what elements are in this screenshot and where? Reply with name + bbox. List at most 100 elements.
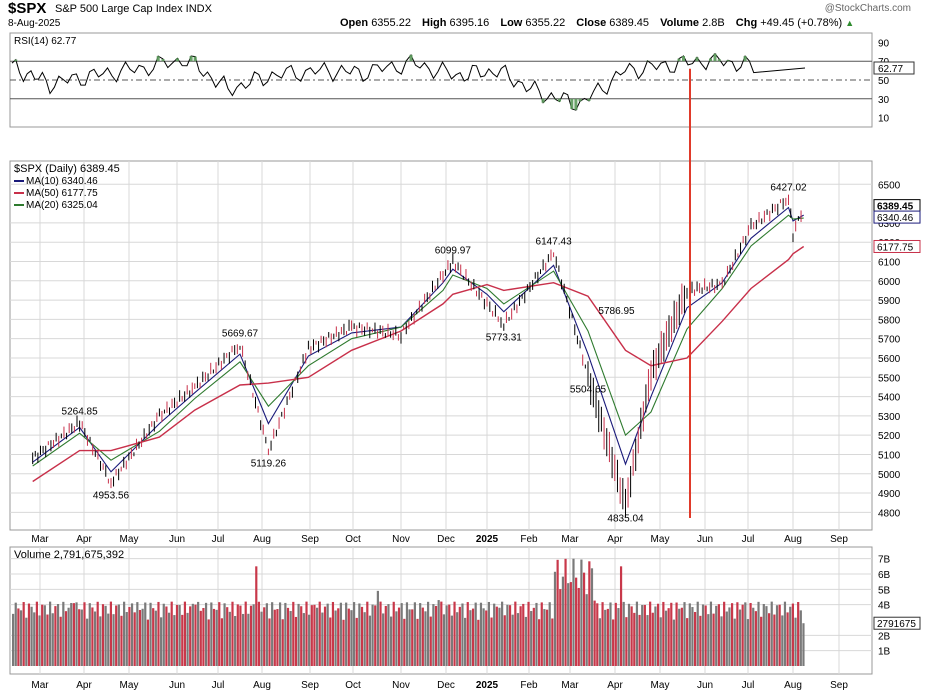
volume-bar (760, 616, 763, 666)
volume-bar (323, 606, 327, 666)
volume-bar (329, 617, 332, 666)
volume-bar (699, 615, 702, 666)
chart-date: 8-Aug-2025 (8, 18, 61, 29)
volume-bar (25, 617, 28, 666)
volume-bar (704, 605, 707, 666)
volume-bar (789, 606, 792, 666)
volume-bar (553, 571, 557, 666)
volume-bar (239, 605, 242, 666)
volume-bar (167, 612, 171, 666)
volume-bar (22, 602, 25, 666)
rsi-extreme-fill (677, 58, 681, 62)
volume-bar (783, 601, 787, 666)
volume-bar (701, 604, 705, 666)
vol-tick-label: 4B (878, 601, 891, 612)
price-tick-label: 4900 (878, 489, 901, 500)
vol-tick-label: 2B (878, 631, 891, 642)
volume-bar (622, 601, 625, 666)
price-annotation: 6099.97 (435, 245, 472, 256)
rsi-extreme-fill (156, 56, 160, 62)
panel-frame-2 (9, 546, 873, 675)
volume-bar (707, 614, 710, 666)
volume-bar (477, 619, 480, 666)
price-month-label: Sep (301, 534, 319, 545)
volume-bar (83, 602, 86, 666)
rsi-extreme-fill (587, 98, 591, 101)
volume-bar (464, 617, 467, 666)
ma-line-MA10 (32, 206, 804, 473)
volume-value: 2.8B (702, 17, 725, 29)
volume-bar (572, 558, 575, 666)
volume-bar (408, 609, 411, 666)
volume-bar (448, 604, 451, 666)
volume-bar (226, 607, 229, 666)
volume-bar (765, 606, 768, 666)
volume-bar (506, 604, 509, 666)
volume-bar (432, 604, 435, 666)
price-badge-1 (873, 210, 921, 224)
rsi-tick-label: 90 (878, 38, 890, 49)
low-label: Low (500, 17, 523, 29)
volume-month-label: Jun (169, 680, 185, 691)
volume-bar (70, 602, 73, 666)
volume-bar (479, 602, 483, 666)
volume-bar (352, 602, 356, 666)
price-tick-label: 5800 (878, 315, 901, 326)
volume-bar (667, 608, 670, 666)
volume-bar (427, 601, 430, 666)
volume-bar (395, 611, 398, 666)
volume-bar (41, 604, 44, 666)
volume-bar (358, 603, 361, 666)
volume-bar (379, 601, 382, 666)
volume-bar (263, 607, 266, 666)
price-annotation: 6147.43 (536, 236, 573, 247)
volume-bar (154, 610, 157, 666)
volume-bar (99, 616, 102, 666)
volume-bar (588, 561, 591, 666)
volume-bar (799, 610, 802, 666)
price-month-label: Jun (169, 534, 185, 545)
volume-bar (130, 603, 134, 666)
volume-bar (596, 603, 599, 666)
rsi-value-badge (873, 61, 915, 75)
close-label: Close (576, 17, 607, 29)
volume-bar (567, 583, 570, 666)
volume-bar (363, 612, 366, 666)
volume-bar (72, 603, 75, 666)
volume-bar (273, 609, 276, 666)
volume-bar (720, 616, 723, 666)
volume-bar (157, 601, 160, 666)
volume-bar (27, 603, 31, 666)
volume-bar (49, 601, 52, 666)
volume-bar (38, 615, 41, 666)
volume-bar (741, 604, 744, 666)
volume-bar (360, 606, 364, 666)
price-month-label: Apr (607, 534, 623, 545)
low-value: 6355.22 (525, 17, 566, 29)
volume-bar (461, 603, 464, 666)
volume-bar (387, 604, 390, 666)
legend-ma10: MA(10) 6340.46 (26, 176, 98, 187)
price-month-label: May (651, 534, 670, 545)
volume-bar (149, 602, 152, 666)
volume-bar (659, 617, 662, 666)
volume-bar (371, 604, 374, 666)
volume-bar (646, 615, 649, 666)
rsi-extreme-fill (574, 98, 578, 111)
volume-bar (228, 611, 231, 666)
volume-bar (138, 610, 142, 666)
volume-bar (466, 602, 469, 666)
vol-tick-label: 5B (878, 585, 891, 596)
volume-bar (189, 606, 192, 666)
volume-bar (133, 612, 136, 666)
volume-bar (144, 602, 147, 666)
volume-bar (268, 618, 271, 666)
price-month-label: Jun (697, 534, 713, 545)
vol-tick-label: 7B (878, 555, 891, 566)
volume-month-label: Aug (253, 680, 271, 691)
price-annotation: 5669.67 (222, 329, 259, 340)
volume-bar (522, 603, 525, 666)
price-tick-label: 5700 (878, 335, 901, 346)
price-tick-label: 5000 (878, 470, 901, 481)
volume-month-label: Apr (76, 680, 92, 691)
